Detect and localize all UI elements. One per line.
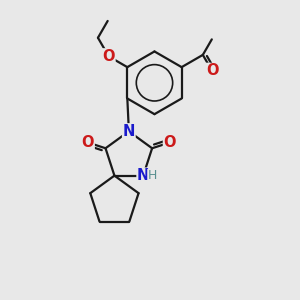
- Text: N: N: [123, 124, 135, 139]
- Text: H: H: [148, 169, 157, 182]
- Text: O: O: [206, 63, 218, 78]
- Text: O: O: [164, 135, 176, 150]
- Text: O: O: [82, 135, 94, 150]
- Text: N: N: [137, 168, 149, 183]
- Text: O: O: [103, 49, 115, 64]
